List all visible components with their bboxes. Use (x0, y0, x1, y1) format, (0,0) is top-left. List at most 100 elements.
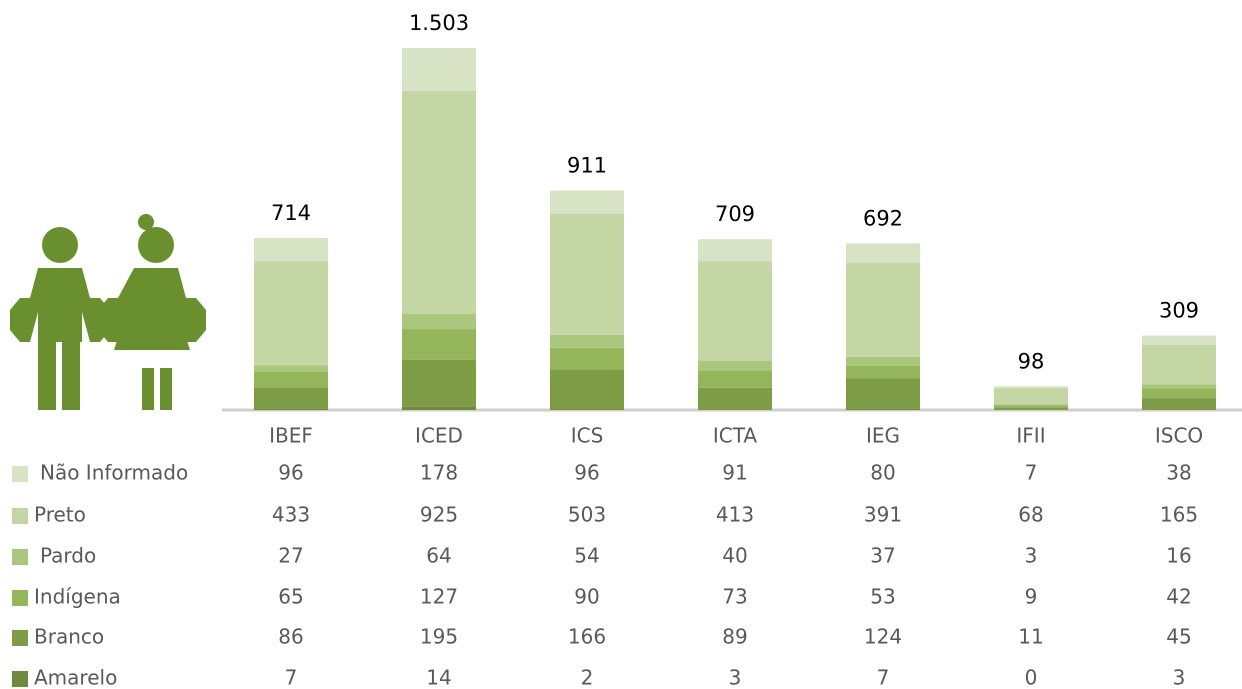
bar-segment (402, 359, 476, 407)
bar-segment (846, 378, 920, 409)
table-cell: 68 (1018, 503, 1043, 527)
bar-segment (846, 365, 920, 379)
legend-swatch (12, 671, 28, 687)
table-cell: 413 (716, 503, 754, 527)
table-cell: 45 (1166, 625, 1191, 649)
bar-segment (254, 261, 328, 366)
table-cell: 86 (278, 625, 303, 649)
table-cell: 503 (568, 503, 606, 527)
table-cell: 7 (877, 666, 890, 689)
legend-label: Não Informado (40, 461, 188, 485)
table-cell: 433 (272, 503, 310, 527)
bar-segment (1142, 388, 1216, 399)
bar-segment (846, 262, 920, 357)
bar-segment (1142, 398, 1216, 410)
bar-segment (698, 409, 772, 410)
bar-segment (698, 370, 772, 388)
total-label: 98 (1018, 349, 1045, 373)
table-cell: 3 (1173, 666, 1186, 689)
table-cell: 7 (285, 666, 298, 689)
x-tick-label: IFII (1016, 424, 1045, 448)
table-cell: 3 (1025, 544, 1038, 568)
table-cell: 16 (1166, 544, 1191, 568)
table-cell: 53 (870, 585, 895, 609)
student-icons (10, 214, 206, 410)
bar-segment (402, 90, 476, 314)
bar-segment (994, 386, 1068, 389)
x-tick-label: ICS (571, 424, 604, 448)
bar-segment (698, 239, 772, 262)
x-tick-label: ISCO (1155, 424, 1203, 448)
bar-segment (1142, 384, 1216, 389)
x-tick-label: ICED (415, 424, 463, 448)
bar-segment (550, 334, 624, 348)
table-cell: 2 (581, 666, 594, 689)
bar-segment (254, 238, 328, 262)
table-cell: 27 (278, 544, 303, 568)
bar-segment (402, 48, 476, 91)
bar-segment (254, 365, 328, 372)
table-cell: 14 (426, 666, 451, 689)
legend-swatch (12, 630, 28, 646)
bar-segment (846, 408, 920, 410)
table-cell: 40 (722, 544, 747, 568)
total-label: 911 (567, 154, 607, 178)
bar-segment (550, 213, 624, 335)
total-label: 714 (271, 201, 311, 225)
table-cell: 37 (870, 544, 895, 568)
bar-segment (1142, 409, 1216, 410)
bar-segment (846, 243, 920, 263)
bar-segment (402, 329, 476, 360)
bar-segment (846, 356, 920, 366)
table-cell: 54 (574, 544, 599, 568)
table-cell: 391 (864, 503, 902, 527)
table-cell: 165 (1160, 503, 1198, 527)
bar-segment (550, 190, 624, 214)
legend-label: Pardo (40, 544, 96, 568)
table-cell: 90 (574, 585, 599, 609)
table-cell: 166 (568, 625, 606, 649)
bar-segment (254, 371, 328, 388)
bar-segment (698, 360, 772, 371)
legend-label: Indígena (34, 585, 121, 609)
table-cell: 9 (1025, 585, 1038, 609)
table-cell: 178 (420, 461, 458, 485)
table-cell: 80 (870, 461, 895, 485)
bar-segment (550, 347, 624, 370)
table-cell: 925 (420, 503, 458, 527)
x-tick-label: ICTA (713, 424, 758, 448)
bar-segment (254, 387, 328, 409)
bar-segment (1142, 335, 1216, 345)
total-label: 309 (1159, 299, 1199, 323)
table-cell: 65 (278, 585, 303, 609)
legend-swatch (12, 549, 28, 565)
x-tick-label: IEG (866, 424, 900, 448)
table-cell: 195 (420, 625, 458, 649)
legend-label: Preto (34, 503, 86, 527)
total-label: 709 (715, 202, 755, 226)
total-label: 692 (863, 206, 903, 230)
table-cell: 96 (278, 461, 303, 485)
bar-segment (254, 408, 328, 410)
legend-swatch (12, 466, 28, 482)
bar-segment (402, 406, 476, 410)
table-cell: 96 (574, 461, 599, 485)
table-cell: 127 (420, 585, 458, 609)
table-cell: 124 (864, 625, 902, 649)
table-cell: 0 (1025, 666, 1038, 689)
bar-segment (550, 369, 624, 410)
bar-segment (994, 405, 1068, 408)
legend-swatch (12, 590, 28, 606)
bar-segment (994, 388, 1068, 405)
bar-segment (994, 404, 1068, 406)
table-cell: 64 (426, 544, 451, 568)
bar-segment (402, 313, 476, 330)
table-cell: 73 (722, 585, 747, 609)
table-cell: 91 (722, 461, 747, 485)
bar-segment (994, 407, 1068, 410)
bar-segment (1142, 344, 1216, 385)
bar-segment (698, 261, 772, 361)
legend-label: Amarelo (34, 666, 117, 689)
total-label: 1.503 (409, 11, 469, 35)
